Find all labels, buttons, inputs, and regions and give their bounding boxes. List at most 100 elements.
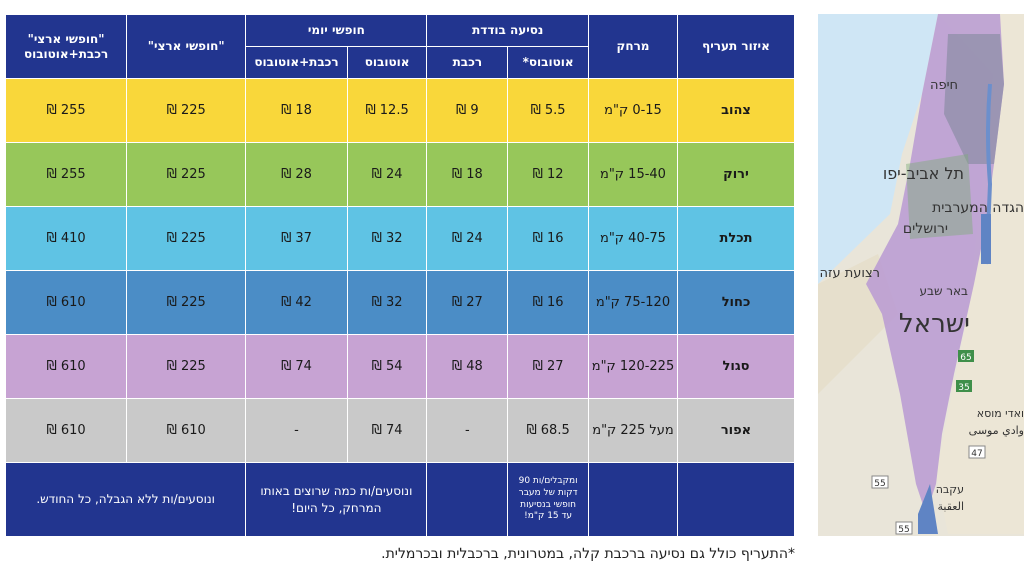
cell-national-train-bus: 610 ₪: [4, 398, 128, 463]
cell-single-train: 9 ₪: [426, 78, 509, 143]
header-single-train: רכבת: [426, 46, 509, 79]
header-daily-train-bus: רכבת+אוטובוס: [245, 46, 348, 79]
fare-row: כחול 75-120 ק"מ 16 ₪ 27 ₪ 32 ₪ 42 ₪ 225 ₪ 610 ₪: [4, 270, 795, 335]
cell-single-bus: 16 ₪: [507, 270, 589, 335]
footer-empty-distance: [587, 462, 679, 537]
green-region: [906, 154, 973, 239]
footer-empty-zone: [677, 462, 795, 537]
cell-national-train-bus: 255 ₪: [4, 142, 128, 207]
map-label-eilat: עקבה: [936, 483, 964, 496]
fare-rows: צהוב 0-15 ק"מ 5.5 ₪ 9 ₪ 12.5 ₪ 18 ₪ 225 ₪ 255 ₪…: [4, 78, 795, 463]
cell-distance: 75-120 ק"מ: [587, 270, 679, 335]
cell-single-bus: 68.5 ₪: [507, 398, 589, 463]
cell-single-train: -: [426, 398, 509, 463]
red-sea-gulf: [918, 484, 938, 534]
map-label-eilat-ar: العقبة: [938, 500, 965, 513]
israel-zone-map: חיפה תל אביב-יפו הגדה המערבית ירושלים רצ…: [818, 14, 1024, 536]
footnote: *התעריף כולל גם נסיעה ברכבת קלה, במטרוני…: [381, 546, 795, 562]
cell-single-bus: 16 ₪: [507, 206, 589, 271]
map-label-israel: ישראל: [899, 309, 970, 339]
road-number: 47: [971, 449, 982, 459]
header-daily-free: חופשי יומי: [245, 14, 428, 47]
map-panel: חיפה תל אביב-יפו הגדה המערבית ירושלים רצ…: [818, 14, 1024, 536]
header-national-free-train-bus: "חופשי ארצי" רכבת+אוטובוס: [4, 14, 128, 79]
header-single-bus: אוטובוס*: [507, 46, 589, 79]
sea: [818, 14, 938, 284]
cell-single-bus: 27 ₪: [507, 334, 589, 399]
header-national-free: "חופשי ארצי": [126, 14, 247, 79]
footer-national-note: ונוסעים/ות ללא הגבלה, כל החודש.: [4, 462, 247, 537]
map-label-west-bank: הגדה המערבית: [932, 200, 1024, 216]
map-label-gaza: רצועת עזה: [819, 266, 880, 281]
cell-daily-train-bus: 42 ₪: [245, 270, 348, 335]
cell-single-train: 24 ₪: [426, 206, 509, 271]
road-number: 55: [898, 525, 909, 535]
cell-zone: אפור: [677, 398, 795, 463]
cell-national: 610 ₪: [126, 398, 247, 463]
header-zone: איזור תעריף: [677, 14, 795, 79]
header-daily-bus: אוטובוס: [346, 46, 428, 79]
cell-zone: סגול: [677, 334, 795, 399]
cell-national-train-bus: 610 ₪: [4, 270, 128, 335]
map-label-wadi-musa-ar: وادي موسى: [969, 424, 1024, 437]
cell-daily-bus: 74 ₪: [346, 398, 428, 463]
cell-national: 225 ₪: [126, 78, 247, 143]
footer-daily-note: ונוסעים/ות כמה שרוצים באותו המרחק, כל הי…: [245, 462, 428, 537]
fare-row: אפור מעל 225 ק"מ 68.5 ₪ -74 ₪ -610 ₪ 610 ₪: [4, 398, 795, 463]
road-shields: 65 35 47 55 55: [871, 350, 986, 535]
road-shield: [958, 350, 974, 362]
cell-national-train-bus: 610 ₪: [4, 334, 128, 399]
cell-distance: 0-15 ק"מ: [587, 78, 679, 143]
road-number: 35: [958, 383, 969, 393]
cell-zone: כחול: [677, 270, 795, 335]
cell-distance: 40-75 ק"מ: [587, 206, 679, 271]
cell-national: 225 ₪: [126, 142, 247, 207]
dead-sea: [981, 214, 991, 264]
cell-single-train: 18 ₪: [426, 142, 509, 207]
footer-row: ומקבלים/ות 90 דקות של מעבר חופשי בנסיעות…: [4, 462, 795, 537]
cell-national-train-bus: 255 ₪: [4, 78, 128, 143]
cell-daily-train-bus: -: [245, 398, 348, 463]
road-number: 65: [960, 353, 971, 363]
map-label-wadi-musa: ואדי מוסא: [977, 407, 1024, 420]
road-number: 55: [874, 479, 885, 489]
fare-row: תכלת 40-75 ק"מ 16 ₪ 24 ₪ 32 ₪ 37 ₪ 225 ₪ 410 ₪: [4, 206, 795, 271]
cell-distance: 120-225 ק"מ: [587, 334, 679, 399]
cell-daily-train-bus: 37 ₪: [245, 206, 348, 271]
cell-zone: ירוק: [677, 142, 795, 207]
header-single-trip: נסיעה בודדת: [426, 14, 589, 47]
fare-row: סגול 120-225 ק"מ 27 ₪ 48 ₪ 54 ₪ 74 ₪ 225 ₪ 610 …: [4, 334, 795, 399]
header-distance: מרחק: [587, 14, 679, 79]
cell-distance: מעל 225 ק"מ: [587, 398, 679, 463]
cell-national: 225 ₪: [126, 270, 247, 335]
cell-single-bus: 5.5 ₪: [507, 78, 589, 143]
jordan: [936, 14, 1024, 534]
cell-distance: 15-40 ק"מ: [587, 142, 679, 207]
cell-daily-train-bus: 18 ₪: [245, 78, 348, 143]
map-label-beersheba: באר שבע: [920, 284, 969, 298]
cell-daily-bus: 12.5 ₪: [346, 78, 428, 143]
cell-single-bus: 12 ₪: [507, 142, 589, 207]
road-shield: [895, 521, 913, 535]
map-label-jerusalem: ירושלים: [903, 221, 948, 237]
cell-zone: צהוב: [677, 78, 795, 143]
cell-single-train: 27 ₪: [426, 270, 509, 335]
fare-row: צהוב 0-15 ק"מ 5.5 ₪ 9 ₪ 12.5 ₪ 18 ₪ 225 ₪ 255 ₪: [4, 78, 795, 143]
cell-daily-bus: 54 ₪: [346, 334, 428, 399]
fare-table: איזור תעריף מרחק נסיעה בודדת חופשי יומי …: [4, 14, 795, 537]
cell-daily-train-bus: 28 ₪: [245, 142, 348, 207]
cell-daily-bus: 32 ₪: [346, 206, 428, 271]
cell-daily-bus: 32 ₪: [346, 270, 428, 335]
cell-national-train-bus: 410 ₪: [4, 206, 128, 271]
map-label-haifa: חיפה: [930, 78, 958, 93]
cell-national: 225 ₪: [126, 206, 247, 271]
cell-single-train: 48 ₪: [426, 334, 509, 399]
road-shield: [871, 475, 889, 489]
cell-daily-train-bus: 74 ₪: [245, 334, 348, 399]
fare-row: ירוק 15-40 ק"מ 12 ₪ 18 ₪ 24 ₪ 28 ₪ 225 ₪ 255 ₪: [4, 142, 795, 207]
road-shield: [956, 380, 972, 392]
footer-single-bus-note: ומקבלים/ות 90 דקות של מעבר חופשי בנסיעות…: [507, 462, 589, 537]
cell-zone: תכלת: [677, 206, 795, 271]
cell-daily-bus: 24 ₪: [346, 142, 428, 207]
map-label-tel-aviv: תל אביב-יפו: [883, 164, 964, 183]
